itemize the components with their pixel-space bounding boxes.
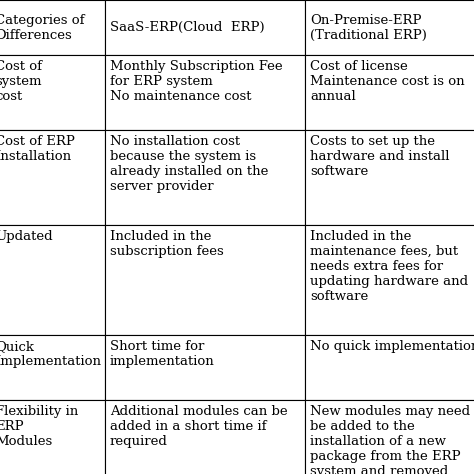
Text: Categories of
Differences: Categories of Differences — [0, 13, 84, 42]
Text: Quick
Implementation: Quick Implementation — [0, 340, 101, 368]
Text: No quick implementation: No quick implementation — [310, 340, 474, 353]
Text: Cost of license
Maintenance cost is on
annual: Cost of license Maintenance cost is on a… — [310, 60, 465, 103]
Bar — [305, 225, 474, 335]
Bar — [0, 0, 105, 55]
Bar — [105, 55, 305, 130]
Text: Included in the
maintenance fees, but
needs extra fees for
updating hardware and: Included in the maintenance fees, but ne… — [310, 230, 468, 303]
Bar — [0, 335, 105, 400]
Bar — [305, 55, 474, 130]
Text: Monthly Subscription Fee
for ERP system
No maintenance cost: Monthly Subscription Fee for ERP system … — [110, 60, 283, 103]
Text: Cost of
system
cost: Cost of system cost — [0, 60, 42, 103]
Text: Short time for
implementation: Short time for implementation — [110, 340, 215, 368]
Bar — [0, 130, 105, 225]
Text: Updated: Updated — [0, 230, 53, 243]
Bar — [0, 55, 105, 130]
Text: Cost of ERP
Installation: Cost of ERP Installation — [0, 135, 75, 163]
Bar — [305, 130, 474, 225]
Text: Included in the
subscription fees: Included in the subscription fees — [110, 230, 224, 258]
Text: Costs to set up the
hardware and install
software: Costs to set up the hardware and install… — [310, 135, 449, 178]
Bar — [305, 400, 474, 474]
Bar — [105, 400, 305, 474]
Bar — [305, 335, 474, 400]
Bar — [0, 400, 105, 474]
Bar — [305, 0, 474, 55]
Text: SaaS-ERP(Cloud  ERP): SaaS-ERP(Cloud ERP) — [110, 21, 264, 34]
Bar — [105, 335, 305, 400]
Text: Additional modules can be
added in a short time if
required: Additional modules can be added in a sho… — [110, 405, 288, 448]
Text: New modules may need
be added to the
installation of a new
package from the ERP
: New modules may need be added to the ins… — [310, 405, 470, 474]
Text: No installation cost
because the system is
already installed on the
server provi: No installation cost because the system … — [110, 135, 268, 193]
Text: Flexibility in
ERP
Modules: Flexibility in ERP Modules — [0, 405, 78, 448]
Bar — [105, 0, 305, 55]
Text: On-Premise-ERP
(Traditional ERP): On-Premise-ERP (Traditional ERP) — [310, 13, 427, 42]
Bar — [0, 225, 105, 335]
Bar — [105, 130, 305, 225]
Bar — [105, 225, 305, 335]
